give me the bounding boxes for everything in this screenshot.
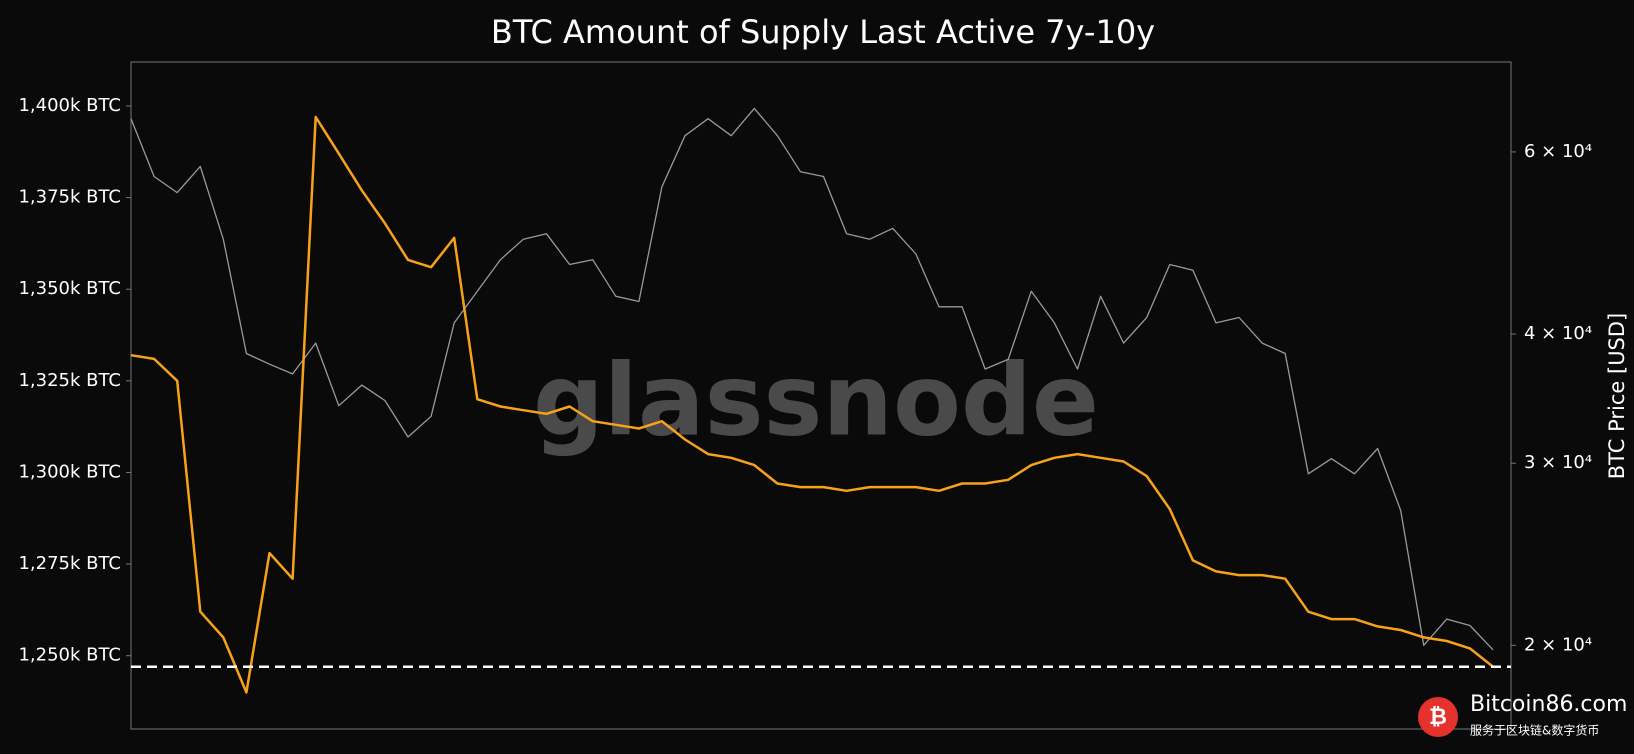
y-tick-label: 1,300k BTC [18, 461, 121, 482]
y2-tick-label: 2 × 10⁴ [1524, 634, 1592, 655]
logo-site: Bitcoin86.com [1470, 692, 1627, 717]
y-tick-label: 1,350k BTC [18, 278, 121, 299]
plot-frame [130, 61, 1512, 730]
series-line [130, 115, 1494, 694]
y2-tick-label: 6 × 10⁴ [1524, 141, 1592, 162]
y-tick-label: 1,400k BTC [18, 95, 121, 116]
chart-title: BTC Amount of Supply Last Active 7y-10y [491, 13, 1155, 51]
y2-axis-title: BTC Price [USD] [1605, 313, 1629, 480]
y-tick-label: 1,375k BTC [18, 187, 121, 208]
y-tick-label: 1,275k BTC [18, 553, 121, 574]
logo: ₿ Bitcoin86.com 服务于区块链&数字货币 [1418, 692, 1627, 738]
logo-tagline: 服务于区块链&数字货币 [1470, 723, 1599, 738]
y-tick-label: 1,325k BTC [18, 370, 121, 391]
y2-tick-label: 4 × 10⁴ [1524, 323, 1592, 344]
y-tick-label: 1,250k BTC [18, 645, 121, 666]
watermark: glassnode [533, 343, 1099, 458]
series-line [130, 107, 1494, 651]
logo-icon [1418, 697, 1458, 737]
logo-glyph: ₿ [1429, 705, 1447, 730]
y2-tick-label: 3 × 10⁴ [1524, 452, 1592, 473]
